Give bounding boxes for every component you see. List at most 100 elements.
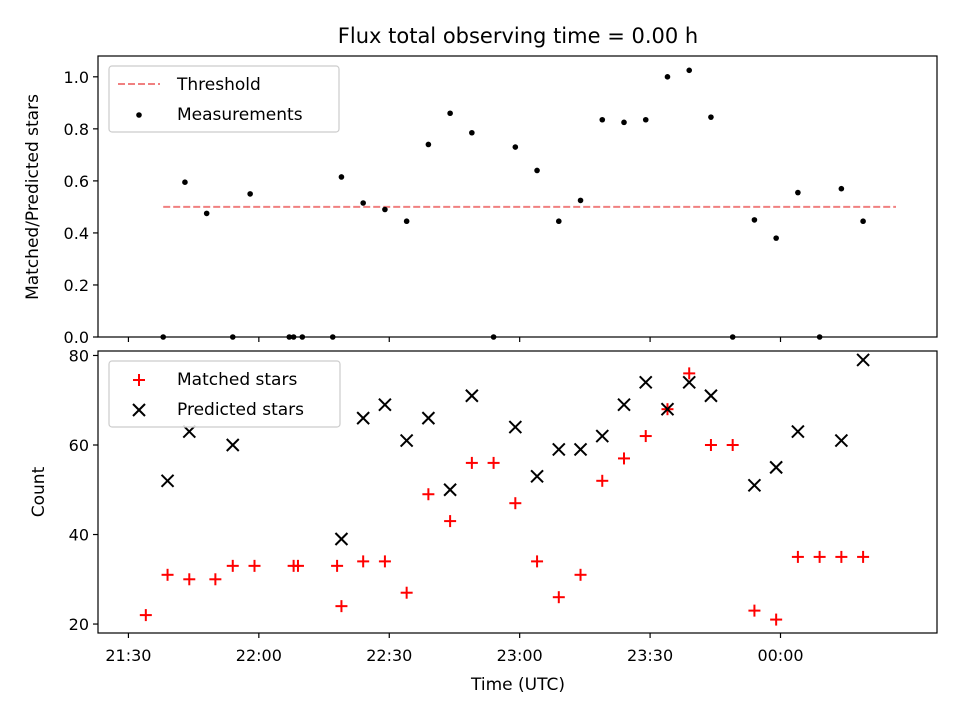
ratio-y-ticks: 0.0 0.2 0.4 0.6 0.8 1.0 bbox=[64, 68, 98, 347]
measurement-point bbox=[329, 334, 336, 340]
matched-star-point bbox=[161, 568, 174, 581]
x-tick-label: 00:00 bbox=[757, 646, 803, 665]
matched-star-point bbox=[574, 568, 587, 581]
predicted-star-point bbox=[704, 389, 718, 403]
ratio-legend: Threshold Measurements bbox=[108, 65, 340, 133]
measurement-point bbox=[469, 129, 475, 136]
matched-legend-swatch bbox=[133, 374, 145, 386]
predicted-star-point bbox=[791, 424, 805, 439]
predicted-legend-swatch bbox=[132, 403, 146, 417]
predicted-star-point bbox=[443, 483, 457, 497]
matched-legend-label: Matched stars bbox=[177, 370, 297, 390]
matched-star-point bbox=[400, 586, 413, 599]
matched-star-point bbox=[357, 555, 370, 568]
matched-star-point bbox=[331, 559, 344, 572]
measurements-legend-swatch bbox=[136, 112, 142, 118]
measurement-point bbox=[490, 334, 497, 340]
x-tick-label: 23:30 bbox=[627, 646, 673, 665]
matched-star-point bbox=[335, 600, 348, 613]
predicted-star-point bbox=[399, 433, 414, 448]
measurement-point bbox=[286, 334, 293, 340]
measurement-point bbox=[751, 217, 758, 223]
measurement-point bbox=[160, 334, 167, 340]
matched-star-point bbox=[639, 430, 652, 443]
measurement-point bbox=[425, 141, 432, 148]
predicted-star-point bbox=[160, 474, 175, 488]
matched-star-point bbox=[726, 439, 739, 451]
x-axis-label: Time (UTC) bbox=[470, 675, 565, 695]
count-y-ticks: 20 40 60 80 bbox=[69, 346, 98, 634]
predicted-star-point bbox=[639, 375, 653, 390]
ratio-y-tick-label: 1.0 bbox=[64, 68, 89, 87]
count-y-tick-label: 60 bbox=[69, 436, 89, 455]
matched-star-point bbox=[209, 573, 222, 586]
count-y-tick-label: 40 bbox=[69, 526, 89, 545]
matched-star-point bbox=[226, 559, 239, 572]
predicted-legend-label: Predicted stars bbox=[177, 400, 304, 420]
measurement-point bbox=[338, 174, 345, 180]
measurement-point bbox=[773, 235, 779, 241]
measurement-point bbox=[838, 185, 845, 192]
matched-star-point bbox=[531, 555, 544, 568]
threshold-legend-label: Threshold bbox=[176, 75, 261, 95]
ratio-panel: 0.0 0.2 0.4 0.6 0.8 1.0 Matched/Predicted sta… bbox=[23, 55, 938, 347]
measurement-point bbox=[182, 179, 188, 185]
measurement-point bbox=[621, 119, 627, 126]
matched-star-point bbox=[183, 573, 196, 586]
matched-star-point bbox=[378, 555, 391, 568]
matched-star-point bbox=[596, 474, 609, 487]
measurement-point bbox=[577, 197, 584, 204]
measurement-point bbox=[642, 116, 649, 123]
predicted-star-point bbox=[465, 389, 479, 403]
ratio-y-tick-label: 0.0 bbox=[64, 328, 89, 347]
count-points bbox=[139, 353, 870, 626]
count-legend-box bbox=[108, 360, 341, 428]
measurement-point bbox=[664, 74, 671, 80]
matched-star-point bbox=[683, 367, 696, 380]
measurement-point bbox=[729, 334, 736, 340]
measurement-point bbox=[203, 210, 210, 217]
predicted-star-point bbox=[747, 478, 762, 492]
matched-star-point bbox=[139, 609, 152, 622]
ratio-legend-box bbox=[108, 65, 340, 133]
ratio-plot-frame bbox=[97, 55, 938, 338]
matched-star-point bbox=[770, 613, 783, 626]
predicted-star-point bbox=[617, 398, 631, 412]
predicted-star-point bbox=[595, 429, 609, 443]
predicted-star-point bbox=[660, 402, 675, 416]
predicted-star-point bbox=[378, 398, 392, 412]
measurement-point bbox=[795, 189, 801, 196]
measurement-point bbox=[382, 206, 388, 213]
matched-star-point bbox=[291, 559, 304, 572]
predicted-star-point bbox=[334, 532, 349, 546]
measurement-point bbox=[599, 116, 606, 123]
count-plot-frame bbox=[97, 350, 938, 634]
measurement-point bbox=[403, 218, 410, 225]
matched-star-point bbox=[248, 559, 261, 572]
predicted-star-point bbox=[226, 438, 240, 452]
measurement-point bbox=[534, 167, 540, 174]
count-y-axis-label: Count bbox=[29, 466, 49, 517]
matched-star-point bbox=[465, 456, 478, 469]
predicted-star-point bbox=[530, 469, 544, 484]
matched-star-point bbox=[552, 591, 565, 604]
predicted-star-point bbox=[508, 420, 523, 434]
x-tick-label: 22:00 bbox=[236, 646, 282, 665]
count-x-ticks: 21:30 22:00 22:30 23:00 23:30 00:00 bbox=[105, 633, 804, 665]
measurements-legend-label: Measurements bbox=[177, 105, 303, 125]
matched-star-point bbox=[509, 497, 522, 510]
predicted-star-point bbox=[856, 353, 870, 367]
measurement-point bbox=[247, 191, 253, 197]
matched-star-point bbox=[857, 550, 870, 563]
measurement-points bbox=[160, 67, 866, 340]
matched-star-point bbox=[487, 456, 500, 469]
predicted-star-point bbox=[682, 375, 696, 390]
ratio-x-ticks bbox=[127, 337, 782, 342]
measurement-point bbox=[229, 334, 236, 340]
measurement-point bbox=[708, 114, 714, 120]
predicted-star-point bbox=[769, 460, 783, 475]
predicted-star-point bbox=[834, 433, 849, 448]
measurement-point bbox=[447, 110, 453, 117]
